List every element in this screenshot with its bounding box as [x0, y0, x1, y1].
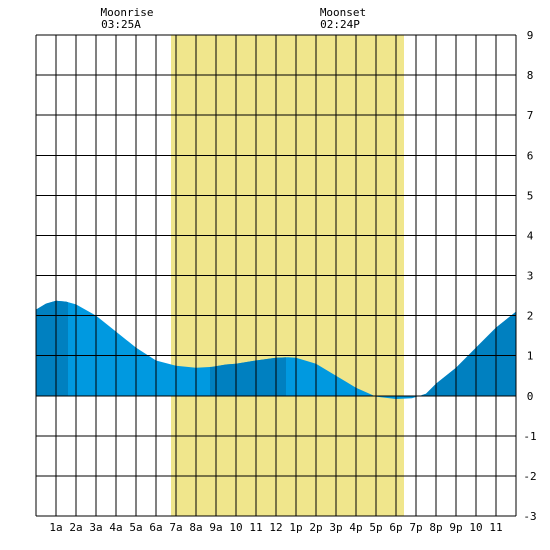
- y-tick-label: -3: [523, 510, 536, 523]
- x-tick-label: 8a: [189, 521, 202, 534]
- y-tick-label: 2: [527, 310, 534, 323]
- x-tick-label: 7a: [169, 521, 182, 534]
- moonrise-label: Moonrise: [101, 6, 154, 19]
- y-tick-label: 8: [527, 69, 534, 82]
- x-tick-label: 9a: [209, 521, 222, 534]
- x-tick-label: 3a: [89, 521, 102, 534]
- chart-grid: [35, 34, 517, 517]
- x-tick-label: 11: [489, 521, 502, 534]
- x-tick-label: 4a: [109, 521, 122, 534]
- x-tick-label: 3p: [329, 521, 342, 534]
- x-tick-label: 9p: [449, 521, 462, 534]
- x-tick-label: 11: [249, 521, 262, 534]
- x-tick-label: 12: [269, 521, 282, 534]
- y-tick-label: -1: [523, 430, 536, 443]
- x-tick-label: 2p: [309, 521, 322, 534]
- x-tick-label: 2a: [69, 521, 82, 534]
- x-tick-label: 7p: [409, 521, 422, 534]
- x-tick-label: 10: [469, 521, 482, 534]
- x-tick-label: 10: [229, 521, 242, 534]
- moonrise-time: 03:25A: [101, 18, 141, 31]
- y-tick-label: 7: [527, 109, 534, 122]
- x-tick-label: 5p: [369, 521, 382, 534]
- y-tick-label: -2: [523, 470, 536, 483]
- y-tick-label: 0: [527, 390, 534, 403]
- y-tick-label: 4: [527, 229, 534, 242]
- moonset-label: Moonset: [320, 6, 366, 19]
- x-tick-label: 4p: [349, 521, 362, 534]
- x-tick-label: 1a: [49, 521, 62, 534]
- y-tick-label: 6: [527, 149, 534, 162]
- x-tick-label: 6p: [389, 521, 402, 534]
- x-tick-label: 8p: [429, 521, 442, 534]
- tide-dark-band-0: [36, 300, 68, 399]
- moonset-time: 02:24P: [320, 18, 360, 31]
- y-axis: 9 8 7 6 5 4 3 2 1 0 -1 -2 -3: [523, 29, 536, 523]
- x-axis: 1a 2a 3a 4a 5a 6a 7a 8a 9a 10 11 12 1p 2p 3p 4p 5p 6p 7p 8p…: [49, 521, 502, 534]
- x-tick-label: 1p: [289, 521, 302, 534]
- y-tick-label: 1: [527, 350, 534, 363]
- x-tick-label: 6a: [149, 521, 162, 534]
- x-tick-label: 5a: [129, 521, 142, 534]
- y-tick-label: 5: [527, 189, 534, 202]
- y-tick-label: 3: [527, 270, 534, 283]
- y-tick-label: 9: [527, 29, 534, 42]
